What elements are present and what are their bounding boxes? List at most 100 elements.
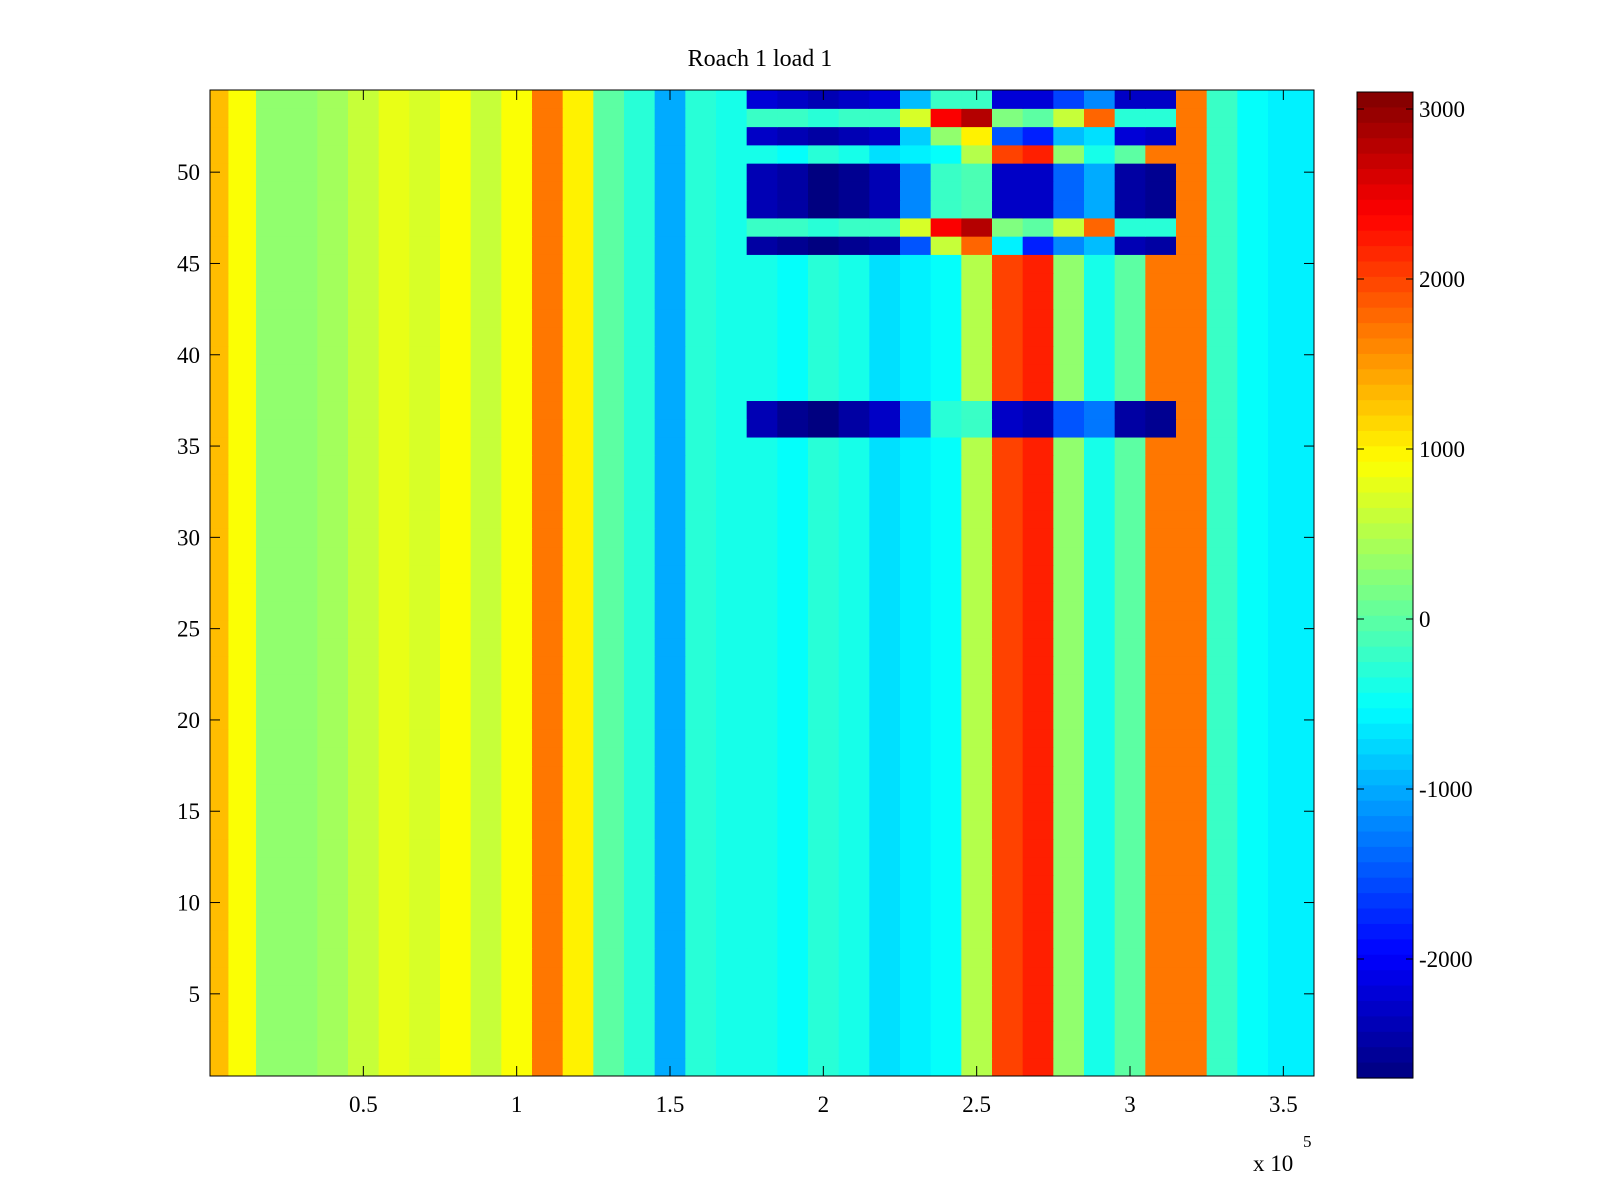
heatmap-cell bbox=[716, 1057, 748, 1076]
heatmap-cell bbox=[1268, 290, 1314, 310]
heatmap-cell bbox=[593, 327, 625, 347]
heatmap-cell bbox=[501, 710, 533, 730]
heatmap-cell bbox=[869, 984, 901, 1004]
heatmap-cell bbox=[348, 893, 380, 913]
heatmap-cell bbox=[1022, 546, 1054, 566]
heatmap-cell bbox=[440, 601, 472, 621]
heatmap-cell bbox=[808, 674, 840, 694]
colorbar-step bbox=[1357, 338, 1413, 355]
heatmap-cell bbox=[378, 345, 410, 365]
heatmap-cell bbox=[930, 1057, 962, 1076]
heatmap-cell bbox=[961, 820, 993, 840]
heatmap-cell bbox=[1114, 564, 1146, 584]
heatmap-cell bbox=[228, 929, 257, 949]
heatmap-cell bbox=[900, 802, 932, 821]
heatmap-cell bbox=[210, 583, 229, 602]
colorbar-step bbox=[1357, 276, 1413, 293]
heatmap-cell bbox=[654, 729, 686, 748]
heatmap-cell bbox=[808, 309, 840, 328]
colorbar-step bbox=[1357, 400, 1413, 417]
heatmap-cell bbox=[777, 546, 809, 566]
heatmap-cell bbox=[501, 838, 533, 858]
heatmap-cell bbox=[378, 583, 410, 602]
heatmap-cell bbox=[1237, 144, 1269, 164]
heatmap-cell bbox=[1022, 619, 1054, 639]
heatmap-cell bbox=[992, 1039, 1024, 1059]
heatmap-cell bbox=[930, 90, 962, 109]
heatmap-cell bbox=[286, 144, 318, 164]
heatmap-cell bbox=[961, 729, 993, 748]
heatmap-cell bbox=[1268, 144, 1314, 164]
heatmap-cell bbox=[593, 966, 625, 986]
heatmap-cell bbox=[624, 656, 656, 675]
heatmap-cell bbox=[409, 948, 441, 968]
heatmap-cell bbox=[378, 674, 410, 694]
heatmap-cell bbox=[378, 710, 410, 730]
colorbar-step bbox=[1357, 785, 1413, 802]
heatmap-cell bbox=[378, 163, 410, 182]
heatmap-cell bbox=[1268, 181, 1314, 201]
heatmap-cell bbox=[716, 656, 748, 675]
heatmap-cell bbox=[501, 126, 533, 146]
heatmap-cell bbox=[317, 637, 349, 657]
heatmap-cell bbox=[593, 272, 625, 292]
heatmap-cell bbox=[869, 583, 901, 602]
heatmap-cell bbox=[409, 1002, 441, 1022]
heatmap-cell bbox=[654, 418, 686, 438]
heatmap-cell bbox=[317, 144, 349, 164]
heatmap-cell bbox=[378, 236, 410, 255]
heatmap-cell bbox=[624, 729, 656, 748]
colorbar-step bbox=[1357, 600, 1413, 617]
heatmap-cell bbox=[378, 637, 410, 657]
heatmap-cell bbox=[1114, 929, 1146, 949]
heatmap-cell bbox=[440, 345, 472, 365]
heatmap-cell bbox=[654, 911, 686, 931]
heatmap-cell bbox=[1022, 747, 1054, 767]
heatmap-cell bbox=[992, 363, 1024, 383]
heatmap-cell bbox=[1145, 436, 1177, 456]
heatmap-cell bbox=[593, 601, 625, 621]
heatmap-cell bbox=[869, 856, 901, 876]
heatmap-cell bbox=[440, 290, 472, 310]
heatmap-cell bbox=[961, 765, 993, 785]
heatmap-cell bbox=[1176, 272, 1208, 292]
heatmap-cell bbox=[624, 893, 656, 913]
heatmap-cell bbox=[440, 436, 472, 456]
heatmap-cell bbox=[1206, 272, 1238, 292]
heatmap-cell bbox=[961, 455, 993, 475]
heatmap-cell bbox=[1237, 309, 1269, 328]
x-tick-label: 1.5 bbox=[656, 1092, 685, 1117]
heatmap-cell bbox=[210, 363, 229, 383]
heatmap-cell bbox=[992, 90, 1024, 109]
heatmap-cell bbox=[992, 820, 1024, 840]
heatmap-cell bbox=[1145, 747, 1177, 767]
heatmap-cell bbox=[900, 765, 932, 785]
heatmap-cell bbox=[470, 710, 502, 730]
heatmap-cell bbox=[1114, 345, 1146, 365]
heatmap-cell bbox=[501, 802, 533, 821]
heatmap-cell bbox=[210, 601, 229, 621]
colorbar-step bbox=[1357, 985, 1413, 1002]
heatmap-cell bbox=[624, 181, 656, 201]
heatmap-cell bbox=[900, 656, 932, 675]
heatmap-cell bbox=[900, 875, 932, 895]
heatmap-cell bbox=[777, 765, 809, 785]
heatmap-cell bbox=[1084, 199, 1116, 219]
heatmap-cell bbox=[228, 729, 257, 748]
heatmap-cell bbox=[716, 327, 748, 347]
heatmap-cell bbox=[286, 1039, 318, 1059]
heatmap-cell bbox=[409, 875, 441, 895]
heatmap-cell bbox=[286, 528, 318, 548]
heatmap-cell bbox=[1114, 948, 1146, 968]
heatmap-cell bbox=[1206, 619, 1238, 639]
heatmap-cell bbox=[992, 893, 1024, 913]
heatmap-cell bbox=[992, 473, 1024, 493]
heatmap-cell bbox=[838, 601, 870, 621]
heatmap-cell bbox=[1176, 747, 1208, 767]
heatmap-cell bbox=[1145, 802, 1177, 821]
heatmap-cell bbox=[808, 436, 840, 456]
heatmap-cell bbox=[562, 637, 594, 657]
heatmap-cell bbox=[808, 473, 840, 493]
heatmap-cell bbox=[317, 236, 349, 255]
heatmap-cell bbox=[624, 1021, 656, 1041]
